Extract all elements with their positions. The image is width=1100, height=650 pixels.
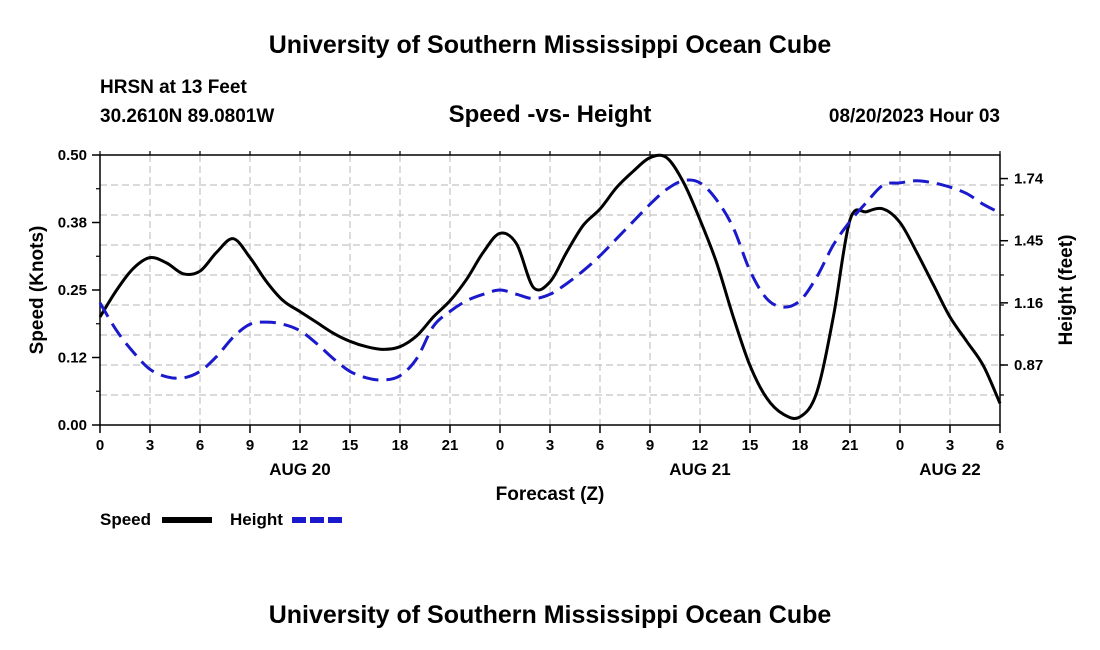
y2-tick-label: 1.74 bbox=[1014, 171, 1044, 188]
chart-subtitle: Speed -vs- Height bbox=[448, 101, 652, 128]
forecast-datetime: 08/20/2023 Hour 03 bbox=[828, 106, 1000, 127]
x-tick-label: 6 bbox=[996, 437, 1004, 454]
x-tick-label: 6 bbox=[196, 437, 204, 454]
x-tick-label: 9 bbox=[646, 437, 654, 454]
x-tick-label: 3 bbox=[146, 437, 154, 454]
station-coords: 30.2610N 89.0801W bbox=[100, 106, 275, 127]
y2-tick-label: 0.87 bbox=[1014, 357, 1043, 374]
x-axis-label: Forecast (Z) bbox=[496, 484, 605, 505]
y-tick-label: 0.38 bbox=[58, 215, 87, 232]
x-tick-label: 6 bbox=[596, 437, 604, 454]
legend-label-height: Height bbox=[230, 510, 283, 529]
x-tick-label: 3 bbox=[946, 437, 954, 454]
date-label: AUG 20 bbox=[269, 460, 330, 479]
x-tick-label: 0 bbox=[896, 437, 904, 454]
y2-tick-label: 1.45 bbox=[1014, 233, 1043, 250]
page-title: University of Southern Mississippi Ocean… bbox=[268, 31, 832, 59]
series-line-speed bbox=[98, 153, 1002, 420]
x-tick-label: 18 bbox=[392, 437, 409, 454]
series-line-height bbox=[98, 178, 1001, 382]
y-tick-label: 0.25 bbox=[58, 282, 87, 299]
y2-tick-label: 1.16 bbox=[1014, 295, 1043, 312]
station-label: HRSN at 13 Feet bbox=[100, 77, 247, 98]
y-tick-label: 0.50 bbox=[58, 147, 87, 164]
grid-lines bbox=[100, 155, 1000, 425]
x-tick-label: 9 bbox=[246, 437, 254, 454]
x-tick-label: 3 bbox=[546, 437, 554, 454]
x-tick-label: 12 bbox=[292, 437, 309, 454]
x-tick-label: 12 bbox=[692, 437, 709, 454]
legend-label-speed: Speed bbox=[100, 510, 151, 529]
x-tick-label: 21 bbox=[842, 437, 859, 454]
series-lines bbox=[98, 153, 1002, 420]
x-tick-label: 0 bbox=[96, 437, 104, 454]
date-label: AUG 21 bbox=[669, 460, 730, 479]
x-tick-label: 15 bbox=[342, 437, 359, 454]
x-tick-label: 0 bbox=[496, 437, 504, 454]
y2-axis-label: Height (feet) bbox=[1056, 235, 1077, 346]
axis-ticks: 0 3 6 9 12 15 18 21 0 3 6 9 12 15 18 21 0 3 6 0.00 0.12 0.25 0… bbox=[58, 147, 1044, 479]
date-label: AUG 22 bbox=[919, 460, 980, 479]
legend: Speed Height bbox=[100, 510, 342, 529]
x-tick-label: 15 bbox=[742, 437, 759, 454]
y-tick-label: 0.12 bbox=[58, 350, 87, 367]
x-tick-label: 21 bbox=[442, 437, 459, 454]
y-tick-label: 0.00 bbox=[58, 417, 87, 434]
y-axis-label: Speed (Knots) bbox=[27, 226, 48, 355]
x-tick-label: 18 bbox=[792, 437, 809, 454]
footer-title: University of Southern Mississippi Ocean… bbox=[268, 601, 832, 629]
